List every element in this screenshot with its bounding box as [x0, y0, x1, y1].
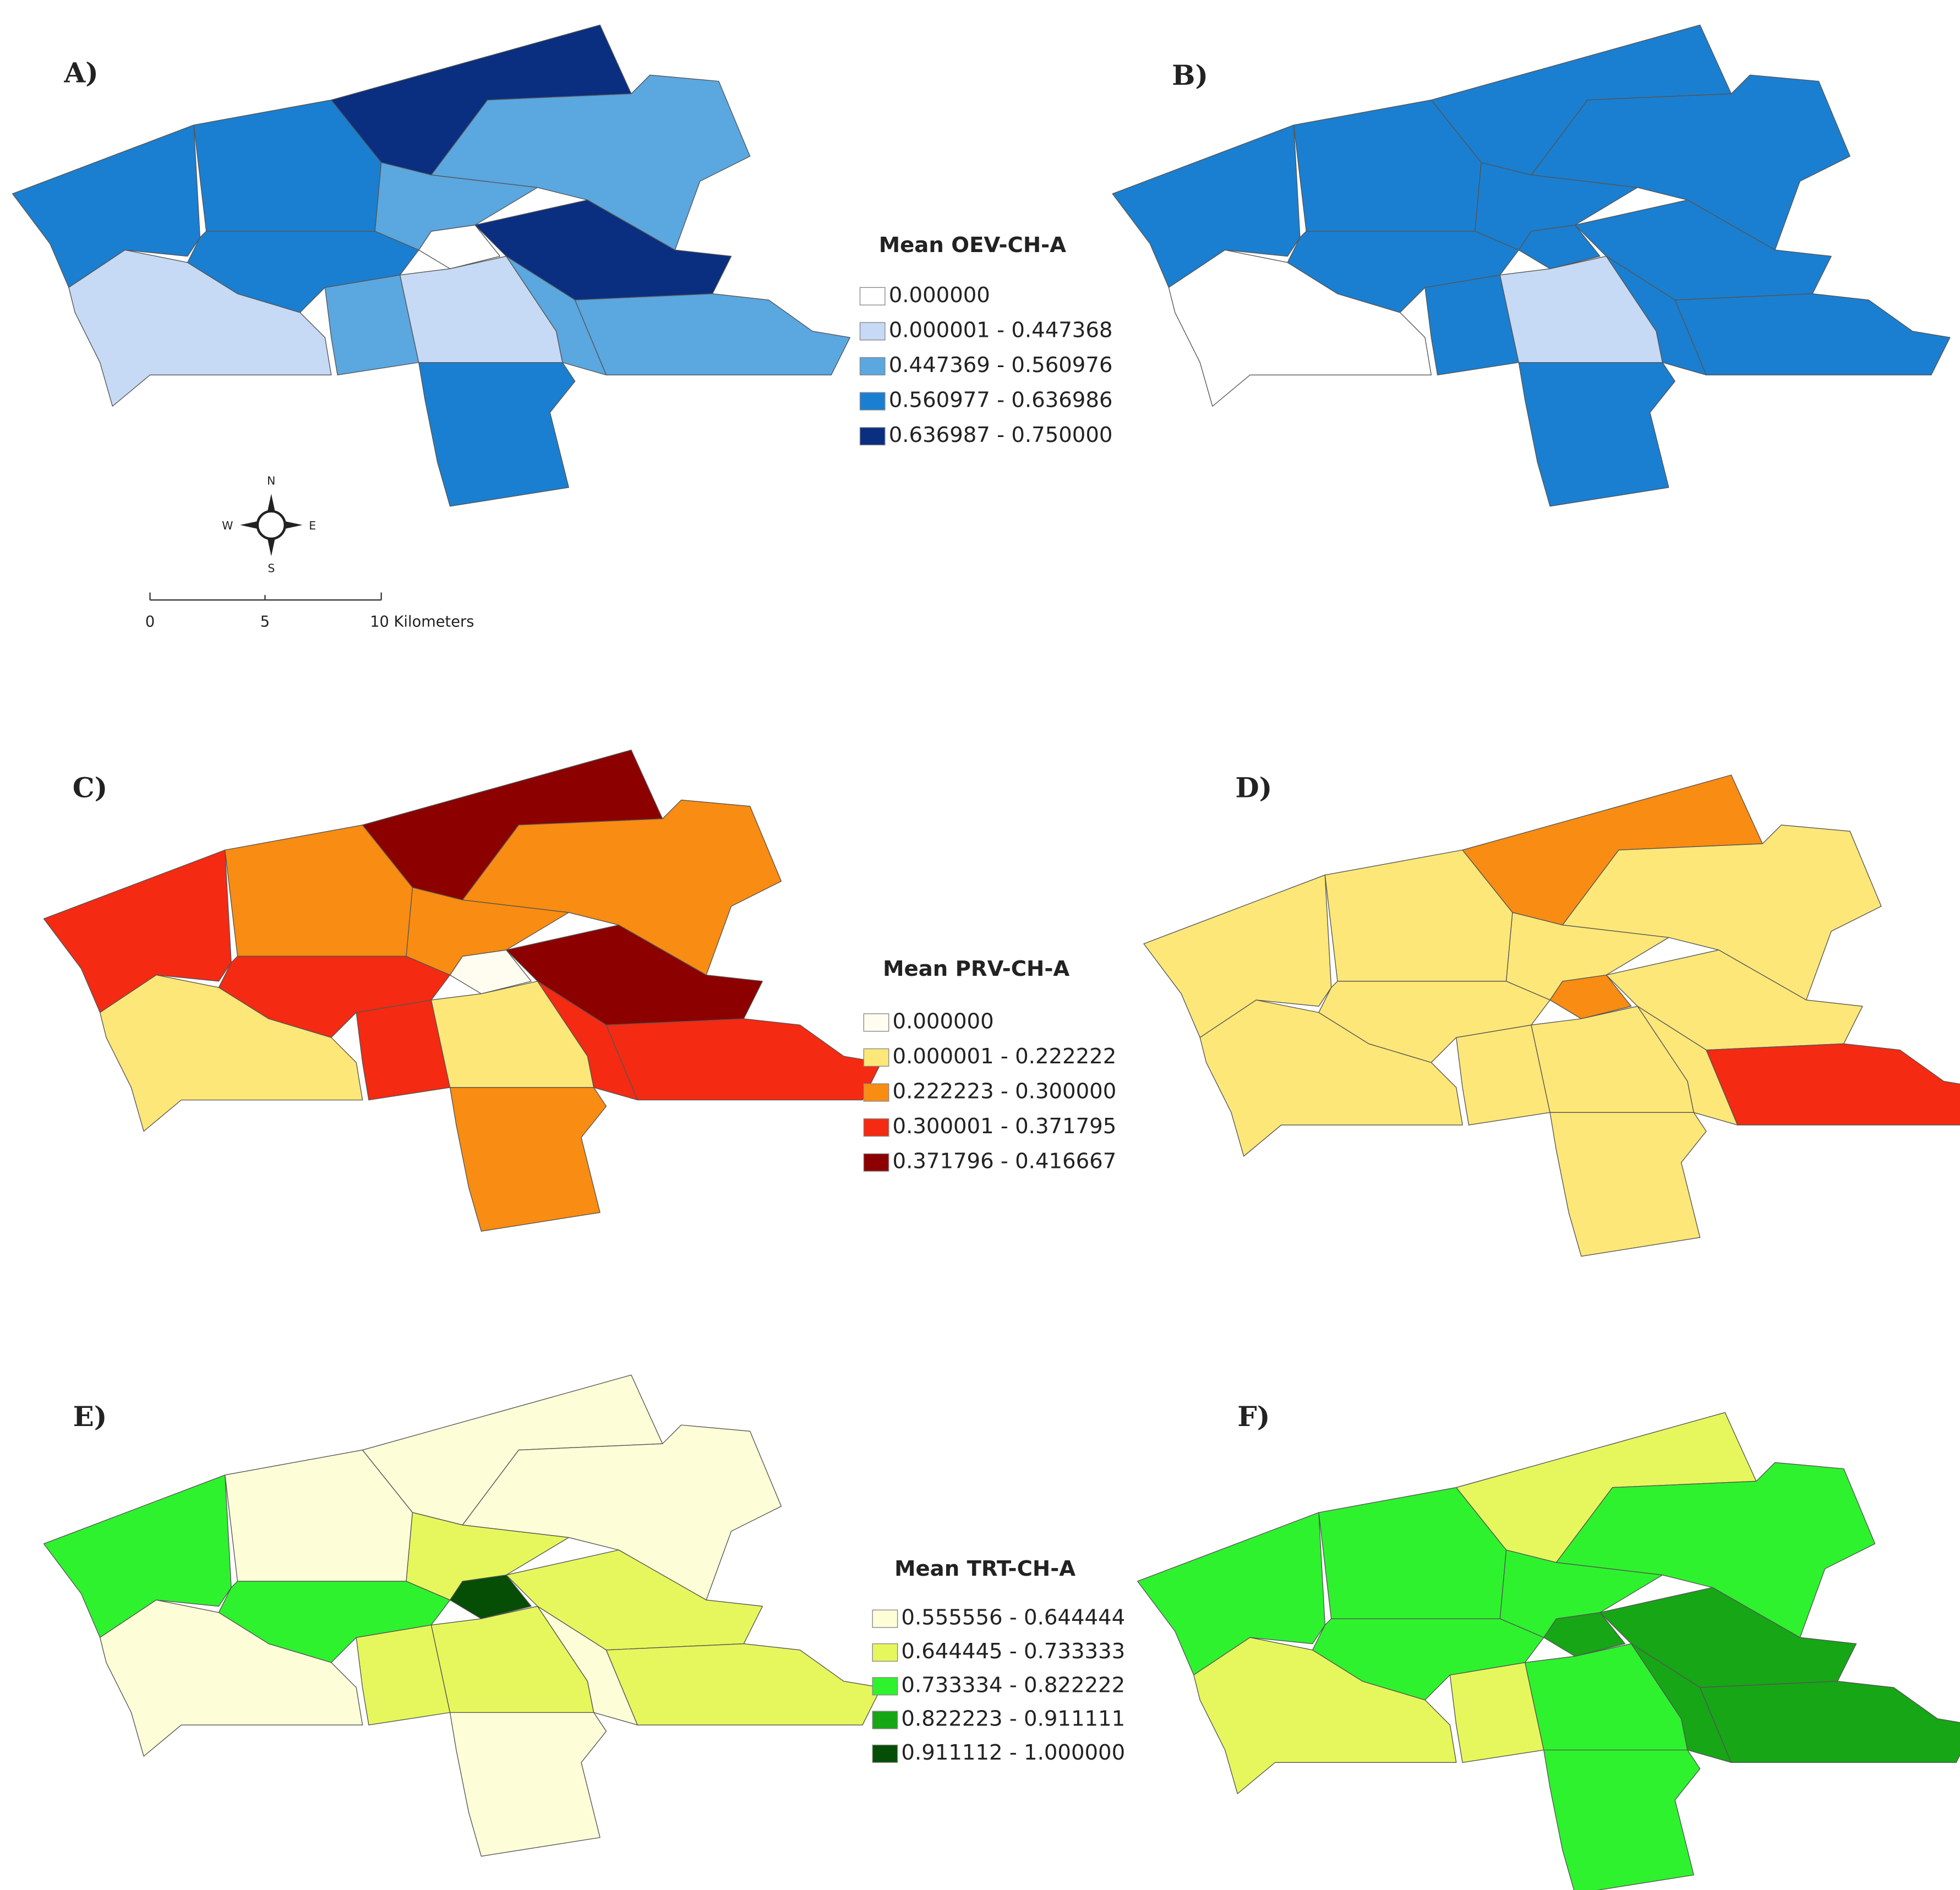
district: [537, 981, 638, 1101]
panel-label: B): [1172, 59, 1208, 91]
legend-label: 0.300001 - 0.371795: [893, 1114, 1117, 1139]
district: [1543, 1749, 1701, 1890]
legend-label: 0.222223 - 0.300000: [893, 1079, 1117, 1104]
legend-swatch: [863, 1013, 889, 1032]
legend-swatch: [872, 1677, 898, 1696]
district: [418, 362, 576, 507]
panel-label: C): [73, 771, 107, 804]
district: [1699, 1681, 1960, 1763]
district: [1674, 293, 1951, 376]
map-panel: [12, 24, 850, 507]
district: [574, 293, 850, 376]
district: [100, 1599, 363, 1757]
district: [537, 1605, 638, 1725]
district: [1549, 1112, 1707, 1257]
legend-swatch: [859, 357, 886, 376]
district: [506, 255, 607, 376]
district: [449, 1712, 607, 1857]
legend-label: 0.644445 - 0.733333: [901, 1639, 1125, 1664]
compass-e: E: [309, 519, 316, 532]
district: [100, 974, 363, 1132]
legend-label: 0.371796 - 0.416667: [893, 1149, 1117, 1174]
compass-arrow: [267, 494, 275, 511]
legend-label: 0.000001 - 0.447368: [889, 318, 1113, 342]
district: [1287, 231, 1520, 313]
legend-swatch: [863, 1048, 889, 1067]
compass-arrow: [240, 521, 258, 529]
legend-label: 0.447369 - 0.560976: [889, 353, 1113, 378]
legend-label: 0.822223 - 0.911111: [901, 1707, 1125, 1731]
legend-label: 0.000000: [889, 283, 990, 308]
district: [1706, 1043, 1960, 1126]
district: [1606, 255, 1707, 376]
compass-n: N: [267, 474, 275, 487]
district: [605, 1643, 882, 1725]
legend-swatch: [859, 322, 886, 341]
legend-label: 0.911112 - 1.000000: [901, 1740, 1125, 1765]
map-panel: [43, 750, 882, 1232]
legend-label: 0.000000: [893, 1009, 994, 1034]
scale-label: 0: [145, 614, 155, 631]
map-panel: [1143, 774, 1960, 1257]
legend-swatch: [872, 1744, 898, 1763]
legend-label: 0.636987 - 0.750000: [889, 423, 1113, 447]
district: [43, 1474, 232, 1638]
district: [1193, 1637, 1457, 1794]
compass-w: W: [222, 519, 233, 532]
compass: N S E W: [222, 474, 316, 575]
map-panel: [1137, 1412, 1960, 1890]
legend-swatch: [859, 427, 886, 446]
panel-label: E): [73, 1400, 107, 1433]
legend-swatch: [872, 1609, 898, 1628]
district: [1637, 1006, 1738, 1126]
district: [1631, 1643, 1732, 1763]
legend-swatch: [872, 1711, 898, 1729]
legend-title: Mean OEV-CH-A: [879, 233, 1066, 258]
district: [1112, 124, 1301, 288]
district: [1137, 1512, 1325, 1676]
compass-arrow: [267, 538, 275, 556]
district: [605, 1018, 882, 1101]
district: [218, 1581, 451, 1663]
scale-label: 10 Kilometers: [370, 614, 474, 631]
legend-swatch: [863, 1083, 889, 1102]
compass-ring: [256, 510, 287, 540]
district: [68, 249, 332, 407]
legend-title: Mean TRT-CH-A: [894, 1556, 1075, 1581]
compass-s: S: [267, 561, 275, 575]
legend-label: 0.733334 - 0.822222: [901, 1673, 1125, 1697]
scale-label: 5: [260, 614, 270, 631]
district: [218, 955, 451, 1038]
panel-label: D): [1235, 771, 1272, 804]
panel-label: F): [1237, 1400, 1270, 1433]
legend-label: 0.555556 - 0.644444: [901, 1605, 1125, 1630]
district: [449, 1087, 607, 1232]
district: [12, 124, 201, 288]
panel-label: A): [63, 56, 98, 89]
district: [43, 849, 232, 1013]
panels: A) B) C) D) E) F): [12, 24, 1960, 1890]
district: [1312, 1618, 1544, 1701]
district: [187, 231, 419, 313]
map-panel: [1112, 24, 1951, 507]
legend-label: 0.000001 - 0.222222: [893, 1044, 1117, 1069]
map-panel: [43, 1374, 882, 1857]
scale-bar: 0 5 10 Kilometers: [145, 592, 474, 631]
district: [1318, 981, 1550, 1063]
legend-label: 0.560977 - 0.636986: [889, 388, 1113, 413]
legend-swatch: [863, 1118, 889, 1137]
legend-swatch: [859, 287, 886, 305]
district: [1199, 999, 1463, 1157]
legend-swatch: [872, 1643, 898, 1662]
legend-swatch: [859, 392, 886, 411]
legend-title: Mean PRV-CH-A: [883, 957, 1069, 981]
district: [1168, 249, 1432, 407]
district: [1518, 362, 1675, 507]
legends: Mean OEV-CH-A 0.000000 0.000001 - 0.447368…: [859, 233, 1125, 1765]
legend-swatch: [863, 1153, 889, 1172]
district: [1143, 875, 1332, 1038]
compass-arrow: [285, 521, 303, 529]
